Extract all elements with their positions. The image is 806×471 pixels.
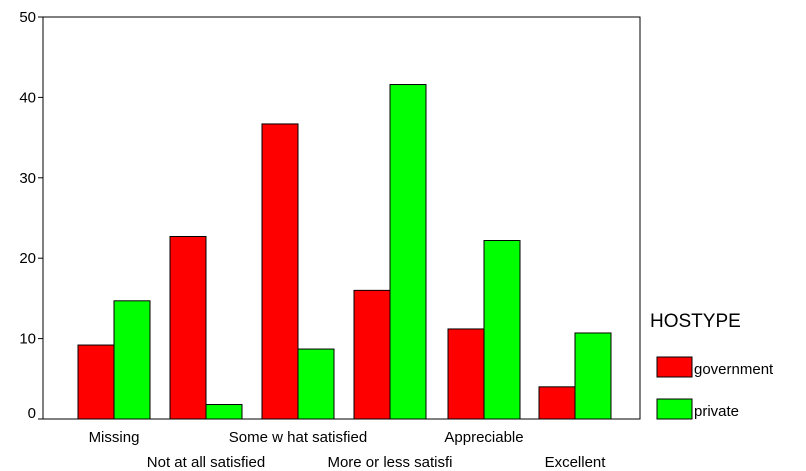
bar-private-4 (483, 240, 521, 420)
y-tick-label: 40 (19, 89, 36, 106)
bar-private-5 (574, 332, 612, 420)
x-axis-labels: Missing Not at all satisfied Some w hat sa… (89, 429, 607, 471)
x-category-label: Missing (89, 429, 140, 446)
y-tick-label: 50 (19, 9, 36, 26)
y-tick-label: 0 (28, 405, 36, 422)
x-category-label: Not at all satisfied (147, 454, 265, 471)
legend-label-private: private (694, 403, 739, 420)
bar-private-3 (389, 84, 427, 420)
y-axis: 0 10 20 30 40 50 (19, 9, 43, 422)
x-category-label: More or less satisfi (327, 454, 452, 471)
y-tick-label: 30 (19, 170, 36, 187)
x-category-label: Some w hat satisfied (229, 429, 367, 446)
bars (77, 84, 612, 420)
bar-government-5 (538, 386, 576, 420)
x-category-label: Excellent (545, 454, 607, 471)
bar-government-4 (447, 328, 485, 420)
bar-private-1 (205, 404, 243, 420)
bar-private-2 (297, 348, 335, 420)
legend-swatch-government (656, 356, 693, 378)
legend-swatch-private (656, 398, 693, 420)
legend-title: HOSTYPE (650, 311, 741, 332)
bar-government-2 (261, 123, 299, 420)
bar-government-0 (77, 344, 115, 420)
bar-government-3 (353, 289, 391, 420)
legend: HOSTYPE government private (650, 311, 774, 420)
x-category-label: Appreciable (444, 429, 523, 446)
legend-label-government: government (694, 361, 774, 378)
y-tick-label: 20 (19, 250, 36, 267)
bar-government-1 (169, 235, 207, 420)
bar-private-0 (113, 300, 151, 420)
y-tick-label: 10 (19, 331, 36, 348)
plot-frame (42, 16, 641, 420)
